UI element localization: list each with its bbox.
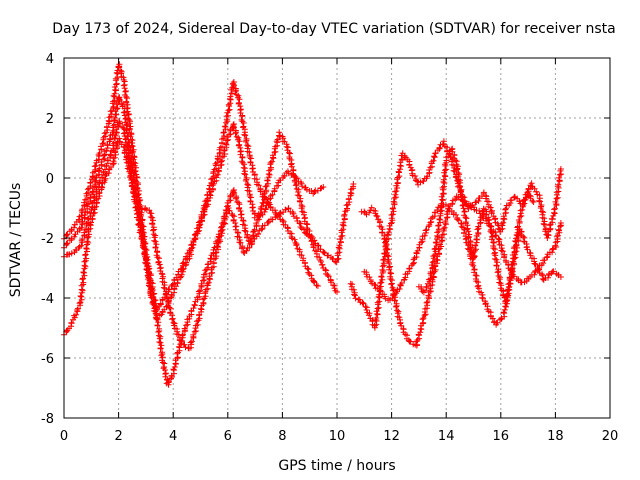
y-tick-label: -4	[41, 292, 54, 307]
x-tick-label: 10	[329, 429, 346, 444]
x-tick-label: 16	[493, 429, 510, 444]
y-tick-label: 4	[46, 52, 54, 67]
y-tick-label: 0	[46, 172, 54, 187]
x-tick-label: 18	[547, 429, 564, 444]
y-axis-title: SDTVAR / TECUs	[8, 183, 24, 298]
x-tick-label: 6	[224, 429, 232, 444]
x-axis-title: GPS time / hours	[278, 458, 395, 474]
y-tick-label: -2	[41, 232, 54, 247]
series-trace-8	[415, 145, 537, 307]
y-tick-label: -6	[41, 352, 54, 367]
ticks-layer: 0 2 4 6 8 10 12 14 16 18 20 -8 -6 -4 -2 0 2 4	[41, 52, 618, 444]
x-tick-label: 0	[60, 429, 68, 444]
x-tick-label: 2	[114, 429, 122, 444]
chart-title: Day 173 of 2024, Sidereal Day-to-day VTE…	[52, 21, 615, 37]
x-tick-label: 4	[169, 429, 177, 444]
y-tick-label: -8	[41, 412, 54, 427]
x-tick-label: 20	[602, 429, 619, 444]
x-tick-label: 14	[438, 429, 455, 444]
y-tick-label: 2	[46, 112, 54, 127]
x-tick-label: 8	[278, 429, 286, 444]
point-markers-trace-8	[415, 145, 537, 307]
x-tick-label: 12	[383, 429, 400, 444]
